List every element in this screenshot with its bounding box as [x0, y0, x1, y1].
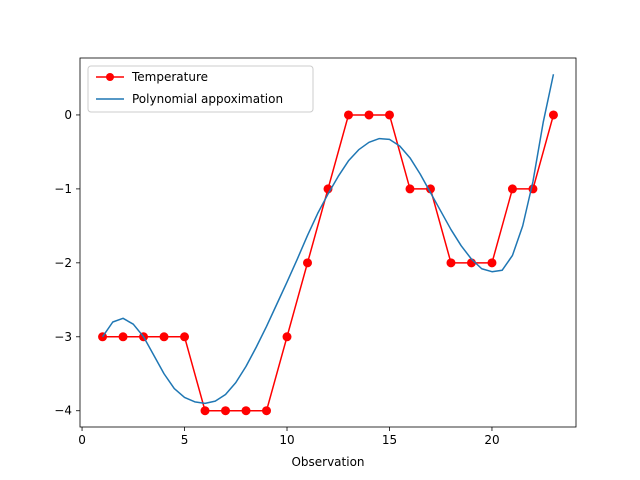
series-line-polynomial [101, 74, 555, 405]
plot-area: 0 5 10 15 20 −4 −3 −2 −1 0 [54, 57, 577, 447]
data-point [384, 110, 394, 120]
data-point [343, 110, 353, 120]
axes-frame [79, 57, 577, 428]
y-tick-label: −1 [54, 182, 72, 196]
legend-swatch-marker [106, 73, 114, 81]
x-tick-label: 0 [78, 433, 86, 447]
x-axis-label: Observation [291, 455, 364, 469]
data-point [159, 332, 169, 342]
data-point [487, 258, 497, 268]
x-tick-label: 10 [279, 433, 294, 447]
x-tick-label: 5 [181, 433, 189, 447]
legend-box [87, 65, 314, 113]
data-point [405, 184, 415, 194]
legend: Temperature Polynomial appoximation [87, 65, 314, 113]
series-group [98, 74, 558, 416]
data-point [118, 332, 128, 342]
data-point [282, 332, 292, 342]
data-point [221, 406, 231, 416]
data-point [507, 184, 517, 194]
data-point [262, 406, 272, 416]
y-tick-label: 0 [64, 108, 72, 122]
data-point [446, 258, 456, 268]
data-point [180, 332, 190, 342]
data-point [200, 406, 210, 416]
y-tick-label: −3 [54, 330, 72, 344]
data-point [303, 258, 313, 268]
x-tick-label: 15 [382, 433, 397, 447]
y-tick-label: −2 [54, 256, 72, 270]
x-tick-label: 20 [484, 433, 499, 447]
legend-label: Temperature [131, 70, 208, 84]
legend-label: Polynomial appoximation [132, 92, 283, 106]
data-point [548, 110, 558, 120]
y-tick-label: −4 [54, 404, 72, 418]
data-point [364, 110, 374, 120]
data-point [241, 406, 251, 416]
